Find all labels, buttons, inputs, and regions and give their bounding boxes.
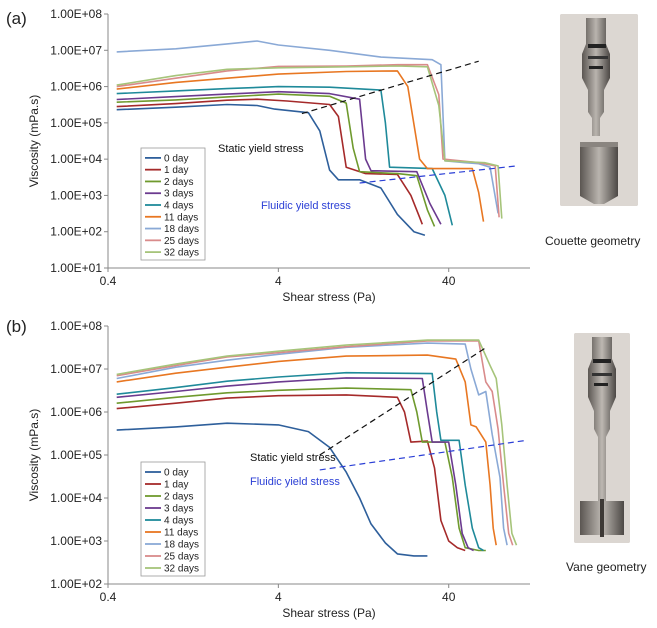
legend-label: 0 day <box>164 153 188 164</box>
x-tick-label: 4 <box>275 590 282 604</box>
x-axis-title: Shear stress (Pa) <box>282 290 375 304</box>
legend-label: 11 days <box>164 528 198 539</box>
series-line-2 <box>116 387 486 552</box>
reference-line-1 <box>359 165 517 184</box>
legend-label: 25 days <box>164 236 199 247</box>
series-line-5 <box>116 70 485 222</box>
legend-label: 11 days <box>164 212 198 223</box>
couette-geometry-caption: Couette geometry <box>545 234 641 248</box>
x-tick-label: 40 <box>442 274 456 288</box>
y-tick-label: 1.00E+07 <box>50 362 102 376</box>
y-tick-label: 1.00E+04 <box>50 152 102 166</box>
y-axis-title: Viscosity (mPa.s) <box>27 409 41 501</box>
y-tick-label: 1.00E+02 <box>50 225 102 239</box>
series-line-1 <box>116 98 424 225</box>
legend-label: 2 days <box>164 177 193 188</box>
reference-line-0 <box>301 60 479 115</box>
reference-label-1: Fluidic yield stress <box>261 200 351 212</box>
reference-line-1 <box>319 439 527 471</box>
vane-geometry-caption: Vane geometry <box>566 560 647 574</box>
legend-label: 4 days <box>164 516 193 527</box>
couette-geometry-photo <box>560 14 638 206</box>
y-tick-label: 1.00E+06 <box>50 405 102 419</box>
reference-label-0: Static yield stress <box>218 143 304 155</box>
legend-label: 18 days <box>164 540 199 551</box>
y-tick-label: 1.00E+07 <box>50 43 102 57</box>
series-line-0 <box>116 422 428 557</box>
y-axis-title: Viscosity (mPa.s) <box>27 95 41 187</box>
legend-label: 32 days <box>164 564 199 575</box>
series-line-6 <box>116 342 508 546</box>
vane-geometry-photo <box>574 333 630 543</box>
x-axis-title: Shear stress (Pa) <box>282 606 375 620</box>
legend-label: 25 days <box>164 552 199 563</box>
legend-box <box>140 147 206 261</box>
panel-label: (b) <box>6 317 27 336</box>
y-tick-label: 1.00E+01 <box>50 261 102 275</box>
x-tick-label: 40 <box>442 590 456 604</box>
reference-label-0: Static yield stress <box>250 452 336 464</box>
legend-label: 2 days <box>164 492 193 503</box>
y-tick-label: 1.00E+02 <box>50 577 102 591</box>
couette-geometry-icon <box>560 14 638 206</box>
y-tick-label: 1.00E+08 <box>50 7 102 21</box>
legend-label: 0 day <box>164 468 188 479</box>
reference-line-0 <box>319 347 485 456</box>
y-tick-label: 1.00E+06 <box>50 80 102 94</box>
series-line-3 <box>116 90 442 225</box>
series-line-2 <box>116 93 436 227</box>
chart-panel-b: (b) 1.00E+02 1.00E+03 1.00E+04 1.00E+05 1.00E… <box>6 317 530 620</box>
y-tick-label: 1.00E+08 <box>50 319 102 333</box>
panel-label: (a) <box>6 9 27 28</box>
series-line-1 <box>116 394 466 552</box>
y-tick-label: 1.00E+03 <box>50 534 102 548</box>
y-tick-label: 1.00E+03 <box>50 188 102 202</box>
y-tick-label: 1.00E+05 <box>50 116 102 130</box>
legend-label: 1 day <box>164 480 188 491</box>
reference-label-1: Fluidic yield stress <box>250 476 340 488</box>
legend-label: 3 days <box>164 504 193 515</box>
series-line-0 <box>116 103 426 236</box>
legend-label: 32 days <box>164 248 199 259</box>
vane-geometry-icon <box>574 333 630 543</box>
series-line-3 <box>116 377 474 552</box>
series-line-5 <box>116 354 497 546</box>
y-tick-label: 1.00E+05 <box>50 448 102 462</box>
legend-label: 4 days <box>164 201 193 212</box>
x-tick-label: 0.4 <box>100 590 117 604</box>
y-tick-label: 1.00E+04 <box>50 491 102 505</box>
legend-label: 1 day <box>164 165 188 176</box>
legend-label: 18 days <box>164 224 199 235</box>
series-line-6 <box>116 40 499 214</box>
series-line-8 <box>116 339 518 546</box>
series-line-8 <box>116 65 503 219</box>
legend-box <box>140 461 206 577</box>
chart-panel-a: (a) 1.00E+01 1.00E+02 1.00E+03 1.00E+04 1.00E… <box>6 7 530 304</box>
x-tick-label: 4 <box>275 274 282 288</box>
x-tick-label: 0.4 <box>100 274 117 288</box>
series-line-4 <box>116 371 484 552</box>
legend-label: 3 days <box>164 189 193 200</box>
